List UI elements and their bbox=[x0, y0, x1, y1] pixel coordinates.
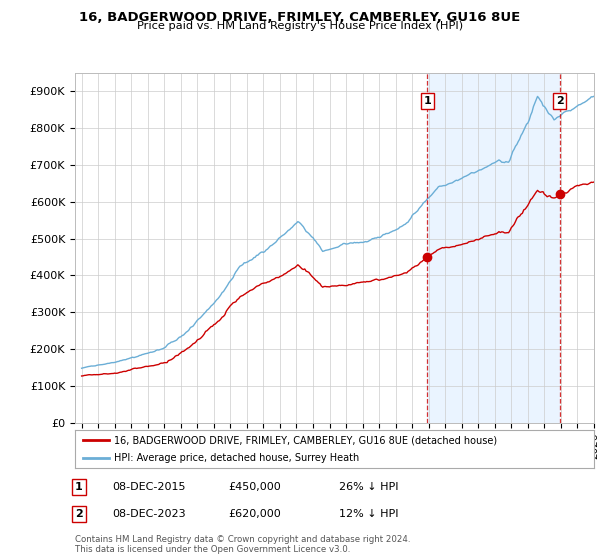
Bar bbox=[427, 73, 560, 423]
Text: Contains HM Land Registry data © Crown copyright and database right 2024.
This d: Contains HM Land Registry data © Crown c… bbox=[75, 535, 410, 554]
Text: 08-DEC-2015: 08-DEC-2015 bbox=[112, 482, 186, 492]
Text: 2: 2 bbox=[556, 96, 563, 106]
Text: HPI: Average price, detached house, Surrey Heath: HPI: Average price, detached house, Surr… bbox=[114, 453, 359, 463]
Text: 26% ↓ HPI: 26% ↓ HPI bbox=[339, 482, 398, 492]
Text: £450,000: £450,000 bbox=[228, 482, 281, 492]
Text: 08-DEC-2023: 08-DEC-2023 bbox=[112, 509, 186, 519]
Text: 16, BADGERWOOD DRIVE, FRIMLEY, CAMBERLEY, GU16 8UE: 16, BADGERWOOD DRIVE, FRIMLEY, CAMBERLEY… bbox=[79, 11, 521, 24]
Text: 16, BADGERWOOD DRIVE, FRIMLEY, CAMBERLEY, GU16 8UE (detached house): 16, BADGERWOOD DRIVE, FRIMLEY, CAMBERLEY… bbox=[114, 435, 497, 445]
Text: 1: 1 bbox=[75, 482, 83, 492]
Text: Price paid vs. HM Land Registry's House Price Index (HPI): Price paid vs. HM Land Registry's House … bbox=[137, 21, 463, 31]
Text: 12% ↓ HPI: 12% ↓ HPI bbox=[339, 509, 398, 519]
Text: 1: 1 bbox=[424, 96, 431, 106]
Text: 2: 2 bbox=[75, 509, 83, 519]
Text: £620,000: £620,000 bbox=[228, 509, 281, 519]
